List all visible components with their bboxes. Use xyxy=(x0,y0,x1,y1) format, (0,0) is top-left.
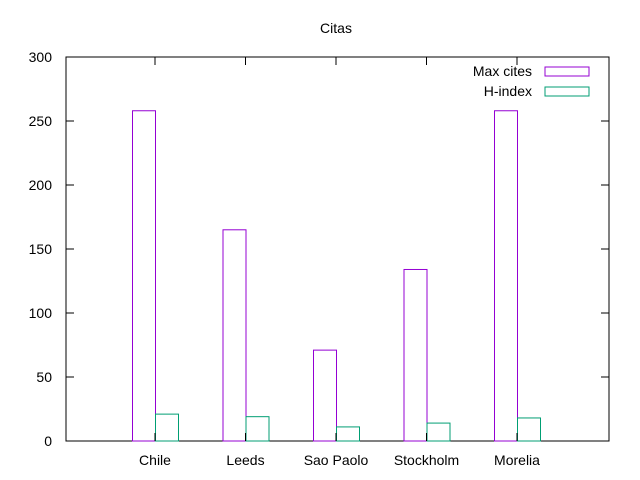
bar-max-cites xyxy=(222,229,247,442)
x-tick-label: Morelia xyxy=(494,452,540,468)
x-tick-label: Leeds xyxy=(226,452,264,468)
legend: Max cites H-index xyxy=(473,63,590,99)
x-tick-label: Sao Paolo xyxy=(304,452,369,468)
bar-h-index xyxy=(426,422,451,442)
legend-label: Max cites xyxy=(473,63,532,79)
y-tick-label: 50 xyxy=(36,369,52,385)
y-tick-label: 300 xyxy=(29,49,53,65)
y-tick-label: 100 xyxy=(29,305,53,321)
bar-max-cites xyxy=(403,268,428,442)
x-tick-label: Stockholm xyxy=(394,452,459,468)
bar-max-cites xyxy=(132,110,156,442)
y-tick-label: 0 xyxy=(44,433,52,449)
x-tick-label: Chile xyxy=(139,452,171,468)
bar-h-index xyxy=(155,413,179,442)
y-tick-label: 150 xyxy=(29,241,53,257)
legend-label: H-index xyxy=(484,83,532,99)
bar-h-index xyxy=(517,417,541,442)
legend-swatch xyxy=(544,86,590,97)
bar-max-cites xyxy=(494,110,518,442)
plot-area: 0 50 100 150 200 250 300 Chile Leeds Sao Paolo Sto… xyxy=(29,49,610,468)
legend-swatch xyxy=(544,66,590,77)
y-tick-label: 200 xyxy=(29,177,53,193)
chart-title: Citas xyxy=(320,20,352,36)
y-tick-label: 250 xyxy=(29,113,53,129)
bar-h-index xyxy=(245,416,270,442)
plot-frame xyxy=(65,56,610,442)
bar-h-index xyxy=(336,426,360,442)
bar-max-cites xyxy=(313,349,337,442)
